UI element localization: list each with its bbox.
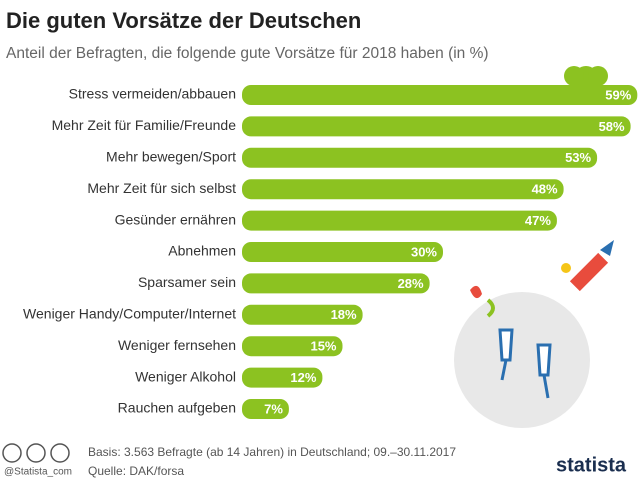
value-label: 53%: [565, 150, 591, 165]
bar: [242, 242, 443, 262]
value-label: 12%: [290, 370, 316, 385]
category-label: Mehr bewegen/Sport: [106, 149, 236, 165]
value-label: 47%: [525, 213, 551, 228]
value-label: 59%: [605, 87, 631, 102]
category-label: Abnehmen: [168, 243, 236, 259]
category-label: Weniger fernsehen: [118, 337, 236, 353]
category-label: Rauchen aufgeben: [118, 400, 236, 416]
source-note: Basis: 3.563 Befragte (ab 14 Jahren) in …: [88, 445, 456, 459]
value-label: 28%: [398, 276, 424, 291]
value-label: 58%: [599, 119, 625, 134]
bar: [242, 147, 598, 168]
bar: [242, 336, 343, 357]
bar: [242, 304, 363, 325]
category-label: Mehr Zeit für Familie/Freunde: [52, 117, 237, 133]
bar: [242, 85, 638, 105]
value-label: 18%: [331, 307, 357, 322]
category-label: Stress vermeiden/abbauen: [69, 86, 236, 102]
bar: [242, 367, 323, 388]
bar: [242, 116, 631, 137]
bar: [242, 273, 430, 294]
category-label: Mehr Zeit für sich selbst: [87, 180, 236, 196]
license-icons: [2, 443, 70, 463]
source: Quelle: DAK/forsa: [88, 464, 184, 478]
bar: [242, 179, 564, 200]
value-label: 48%: [532, 182, 558, 197]
category-label: Weniger Alkohol: [135, 368, 236, 384]
bar: [242, 399, 289, 419]
brand: statista: [556, 454, 627, 476]
category-label: Gesünder ernähren: [115, 211, 236, 227]
category-label: Sparsamer sein: [138, 274, 236, 290]
chart-subtitle: Anteil der Befragten, die folgende gute …: [6, 45, 489, 62]
value-label: 30%: [411, 244, 437, 259]
decoration: [454, 66, 614, 428]
value-label: 15%: [310, 339, 336, 354]
category-label: Weniger Handy/Computer/Internet: [23, 306, 236, 322]
bar: [242, 210, 557, 231]
chart-title: Die guten Vorsätze der Deutschen: [6, 8, 361, 33]
handle: @Statista_com: [4, 467, 72, 478]
value-label: 7%: [264, 401, 283, 416]
